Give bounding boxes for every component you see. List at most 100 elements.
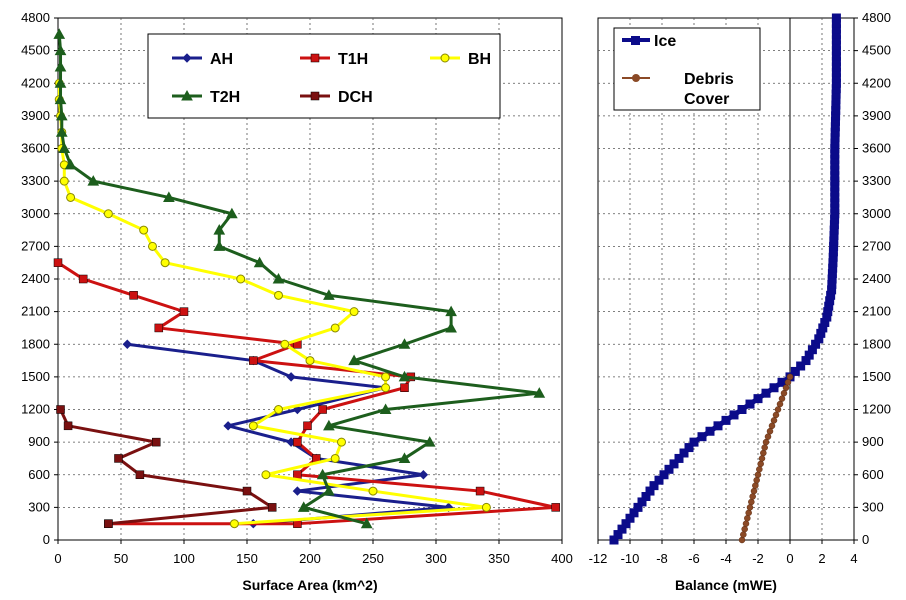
- data-point: [762, 438, 770, 446]
- data-point: [831, 62, 841, 72]
- y-tick-label: 2100: [21, 304, 50, 319]
- data-point: [160, 258, 170, 268]
- data-point: [828, 252, 838, 262]
- y-tick-label: 3600: [862, 141, 891, 156]
- data-point: [766, 428, 774, 435]
- data-point: [830, 214, 840, 224]
- data-point: [748, 498, 755, 506]
- data-point: [828, 258, 838, 268]
- y-tick-label: 900: [28, 434, 50, 449]
- data-point: [749, 493, 756, 500]
- data-point: [741, 525, 748, 533]
- data-point: [831, 13, 841, 23]
- data-point: [337, 437, 346, 447]
- x-tick-label: -10: [621, 551, 640, 566]
- data-point: [66, 192, 76, 202]
- data-point: [55, 109, 68, 121]
- y-tick-label: 2400: [21, 271, 50, 286]
- data-point: [381, 372, 391, 382]
- data-point: [669, 459, 679, 469]
- data-point: [752, 482, 759, 489]
- data-point: [782, 384, 790, 391]
- x-tick-label: 200: [299, 551, 321, 566]
- data-point: [323, 289, 335, 300]
- y-tick-label: 2700: [862, 238, 891, 253]
- data-point: [777, 377, 787, 387]
- x-tick-label: -6: [688, 551, 700, 566]
- data-point: [801, 356, 811, 366]
- data-point: [804, 350, 814, 360]
- legend-marker: [310, 53, 320, 63]
- x-tick-label: -4: [720, 551, 732, 566]
- data-point: [689, 437, 699, 447]
- data-point: [229, 519, 239, 529]
- data-point: [103, 209, 113, 219]
- legend-marker: [181, 89, 193, 101]
- data-point: [609, 535, 619, 545]
- y-tick-label: 4800: [862, 10, 891, 25]
- data-point: [293, 437, 302, 447]
- data-point: [831, 51, 841, 61]
- x-axis-left: 0 50 100 150 200 250 300 350 400: [54, 540, 573, 566]
- data-point: [139, 225, 149, 235]
- legend-label: Cover: [684, 91, 729, 108]
- x-tick-label: 300: [425, 551, 447, 566]
- legend-marker: [182, 53, 192, 63]
- legend-marker: [310, 91, 320, 101]
- y-tick-label: 3300: [21, 173, 50, 188]
- data-point: [63, 421, 73, 431]
- data-point: [831, 73, 841, 83]
- x-tick-label: -12: [589, 551, 608, 566]
- data-point: [818, 323, 828, 333]
- data-point: [445, 305, 457, 317]
- data-point: [348, 354, 360, 366]
- data-point: [814, 334, 824, 344]
- y-tick-label: 300: [862, 499, 884, 514]
- y-tick-label: 3900: [21, 108, 50, 123]
- x-tick-label: -2: [752, 551, 764, 566]
- y-axis-right: 0 300 600 900 1200 1500 1800 2100 2400 2700 3000 33…: [854, 10, 891, 547]
- data-point: [318, 405, 327, 414]
- data-point: [179, 307, 189, 316]
- data-point: [786, 373, 794, 381]
- data-point: [645, 486, 655, 496]
- x-tick-label: 0: [54, 551, 61, 566]
- data-point: [831, 24, 841, 34]
- data-point: [641, 492, 651, 501]
- data-point: [398, 452, 411, 463]
- y-tick-label: 600: [862, 467, 884, 482]
- legend-item-ice: Ice: [622, 33, 676, 50]
- data-point: [820, 318, 830, 327]
- data-point: [621, 519, 631, 529]
- y-tick-label: 600: [28, 467, 50, 482]
- data-point: [744, 515, 751, 522]
- data-point: [713, 421, 723, 431]
- legend-label: T2H: [210, 89, 240, 106]
- legend-label: BH: [468, 51, 491, 68]
- y-tick-label: 2700: [21, 238, 50, 253]
- data-point: [831, 84, 841, 94]
- data-point: [54, 44, 67, 56]
- data-point: [551, 503, 560, 512]
- data-point: [114, 454, 123, 463]
- data-point: [827, 279, 837, 289]
- data-point: [769, 383, 779, 393]
- data-point: [481, 502, 491, 512]
- y-tick-label: 1200: [862, 402, 891, 417]
- data-point: [828, 247, 838, 257]
- data-point: [297, 501, 310, 512]
- data-point: [316, 468, 329, 480]
- data-point: [831, 111, 841, 121]
- data-point: [831, 95, 841, 105]
- data-point: [742, 520, 750, 527]
- data-point: [830, 160, 840, 170]
- data-point: [360, 517, 373, 529]
- y-tick-label: 3000: [862, 206, 891, 221]
- x-axis-title-left: Surface Area (km^2): [242, 577, 377, 593]
- data-point: [830, 154, 840, 164]
- x-tick-label: 50: [114, 551, 128, 566]
- data-point: [349, 307, 359, 317]
- data-point: [267, 503, 277, 512]
- x-tick-label: 250: [362, 551, 384, 566]
- data-point: [738, 536, 746, 544]
